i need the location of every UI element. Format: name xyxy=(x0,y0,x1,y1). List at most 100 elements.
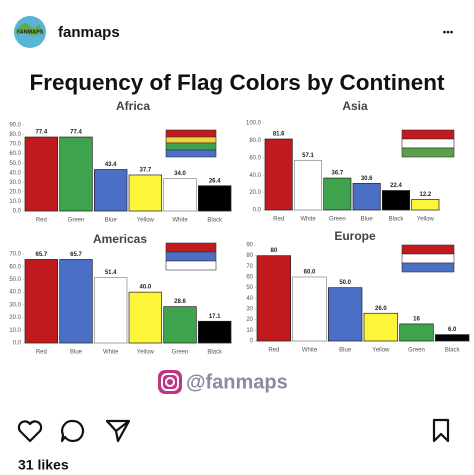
y-tick-label: 80 xyxy=(246,253,253,259)
y-tick-label: 90 xyxy=(246,243,253,249)
y-tick-label: 60.0 xyxy=(249,155,261,161)
watermark: @fanmaps xyxy=(186,371,288,393)
value-label: 22.4 xyxy=(390,183,402,189)
value-label: 37.7 xyxy=(139,168,151,174)
y-tick-label: 0.0 xyxy=(13,209,22,215)
value-label: 30.6 xyxy=(361,176,373,182)
x-tick-label: Red xyxy=(36,350,47,356)
bar xyxy=(352,183,381,211)
value-label: 60.0 xyxy=(304,270,316,276)
value-label: 36.7 xyxy=(331,171,343,177)
value-label: 80 xyxy=(270,248,277,254)
bar xyxy=(411,199,440,211)
x-tick-label: White xyxy=(300,217,316,223)
bar xyxy=(363,312,399,342)
value-label: 6.0 xyxy=(448,327,457,333)
y-tick-label: 20.0 xyxy=(249,190,261,196)
value-label: 34.0 xyxy=(174,171,186,177)
y-tick-label: 10.0 xyxy=(9,328,21,334)
y-tick-label: 70.0 xyxy=(9,252,21,258)
bar xyxy=(59,136,93,212)
y-tick-label: 10.0 xyxy=(9,199,21,205)
x-tick-label: Yellow xyxy=(372,348,390,354)
y-tick-label: 100.0 xyxy=(246,121,262,127)
bar xyxy=(59,259,93,344)
y-tick-label: 70.0 xyxy=(9,142,21,148)
value-label: 26.4 xyxy=(209,178,221,184)
bar xyxy=(327,287,363,342)
y-tick-label: 30 xyxy=(246,307,253,313)
x-tick-label: Black xyxy=(389,217,405,223)
y-tick-label: 70 xyxy=(246,264,253,270)
y-tick-label: 60 xyxy=(246,275,253,281)
bar xyxy=(24,136,59,212)
bar xyxy=(264,138,293,211)
value-label: 77.4 xyxy=(70,130,82,136)
value-label: 28.6 xyxy=(174,299,186,305)
bar xyxy=(381,190,411,211)
charts: Africa 0.0 10.0 20.0 30.0 40.0 50.0 60.0 70.0 80.… xyxy=(9,99,470,356)
value-label: 17.1 xyxy=(209,314,221,320)
y-tick-label: 30.0 xyxy=(9,180,21,186)
like-button[interactable] xyxy=(17,420,43,443)
save-button[interactable] xyxy=(432,418,450,443)
value-label: 51.4 xyxy=(105,270,117,276)
y-tick-label: 80.0 xyxy=(9,132,21,138)
y-tick-label: 60.0 xyxy=(9,151,21,157)
x-tick-label: White xyxy=(103,350,119,356)
chart-title: Asia xyxy=(342,99,368,113)
bar xyxy=(197,185,232,212)
y-tick-label: 90.0 xyxy=(9,123,21,129)
y-tick-label: 0 xyxy=(250,339,254,345)
y-tick-label: 50.0 xyxy=(9,277,21,283)
bar xyxy=(293,159,323,211)
y-tick-label: 80.0 xyxy=(249,138,261,144)
chart-title: Europe xyxy=(334,229,376,243)
x-tick-label: Green xyxy=(172,350,189,356)
share-button[interactable] xyxy=(105,419,131,443)
x-tick-label: Black xyxy=(207,218,223,224)
x-tick-label: Red xyxy=(36,218,47,224)
y-tick-label: 20 xyxy=(246,317,253,323)
x-tick-label: White xyxy=(172,218,188,224)
bar xyxy=(399,323,434,342)
value-label: 16 xyxy=(413,317,420,323)
y-tick-label: 0.0 xyxy=(253,208,262,214)
bar xyxy=(24,259,59,344)
bar xyxy=(256,255,292,342)
bar xyxy=(93,169,128,212)
value-label: 77.4 xyxy=(35,130,47,136)
chart-title: Africa xyxy=(116,99,150,113)
x-tick-label: Black xyxy=(445,348,461,354)
bar xyxy=(197,320,232,344)
value-label: 57.1 xyxy=(302,153,314,159)
value-label: 12.2 xyxy=(419,192,431,198)
x-tick-label: Blue xyxy=(339,348,352,354)
bar xyxy=(163,306,197,344)
x-tick-label: Yellow xyxy=(417,217,435,223)
comment-button[interactable] xyxy=(60,419,85,443)
username[interactable]: fanmaps xyxy=(58,24,120,41)
value-label: 40.0 xyxy=(139,285,151,291)
x-tick-label: Green xyxy=(408,348,425,354)
value-label: 65.7 xyxy=(35,252,47,258)
value-label: 43.4 xyxy=(105,162,117,168)
avatar-text: FANMAPS xyxy=(17,29,44,35)
x-tick-label: Yellow xyxy=(137,218,155,224)
x-tick-label: Blue xyxy=(361,217,374,223)
y-tick-label: 30.0 xyxy=(9,302,21,308)
y-tick-label: 40.0 xyxy=(249,173,261,179)
x-tick-label: Red xyxy=(273,217,284,223)
bar xyxy=(163,178,197,212)
value-label: 65.7 xyxy=(70,252,82,258)
x-tick-label: Green xyxy=(329,217,346,223)
menu-button[interactable]: ••• xyxy=(443,28,454,39)
likes[interactable]: 31 likes xyxy=(18,457,69,473)
y-tick-label: 20.0 xyxy=(9,189,21,195)
image-title: Frequency of Flag Colors by Continent xyxy=(29,70,445,95)
x-tick-label: Blue xyxy=(70,350,83,356)
bar xyxy=(323,177,352,211)
x-tick-label: Blue xyxy=(105,218,118,224)
